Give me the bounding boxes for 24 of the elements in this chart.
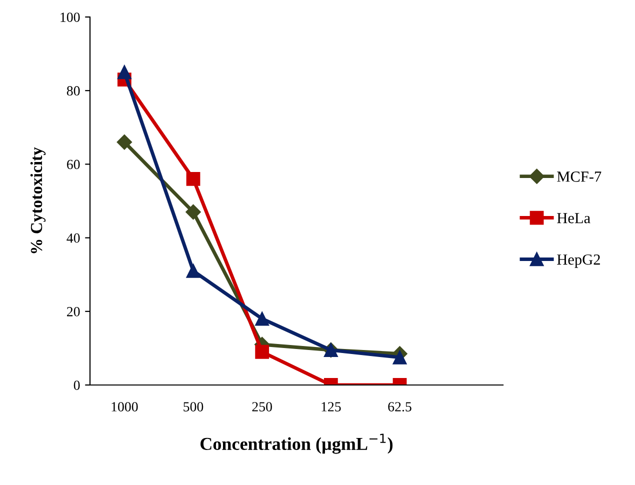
legend-label: HeLa bbox=[557, 213, 590, 224]
point bbox=[116, 134, 132, 150]
x-tick-label: 500 bbox=[184, 402, 204, 412]
point bbox=[255, 312, 270, 326]
point bbox=[186, 172, 200, 186]
x-tick-label: 62.5 bbox=[388, 402, 412, 412]
y-tick-label: 60 bbox=[66, 160, 80, 170]
point bbox=[117, 65, 132, 80]
y-tick-label: 100 bbox=[60, 12, 80, 22]
x-axis-title: Concentration (µgmL$^{−1}$) bbox=[200, 434, 393, 454]
y-tick-label: 0 bbox=[74, 380, 80, 390]
y-tick-label: 20 bbox=[67, 306, 80, 316]
y-axis-title: % Cytotoxicity bbox=[30, 147, 46, 254]
point bbox=[186, 204, 201, 220]
x-tick-label: 125 bbox=[322, 402, 341, 412]
legend-label: MCF-7 bbox=[557, 172, 602, 182]
y-tick-label: 40 bbox=[66, 233, 80, 243]
point bbox=[392, 350, 407, 364]
point bbox=[186, 264, 200, 278]
y-tick-label: 80 bbox=[66, 86, 80, 96]
x-tick-label: 250 bbox=[252, 402, 272, 412]
legend-label: HepG2 bbox=[557, 254, 600, 268]
x-tick-label: 1000 bbox=[112, 402, 138, 412]
point bbox=[255, 344, 270, 359]
